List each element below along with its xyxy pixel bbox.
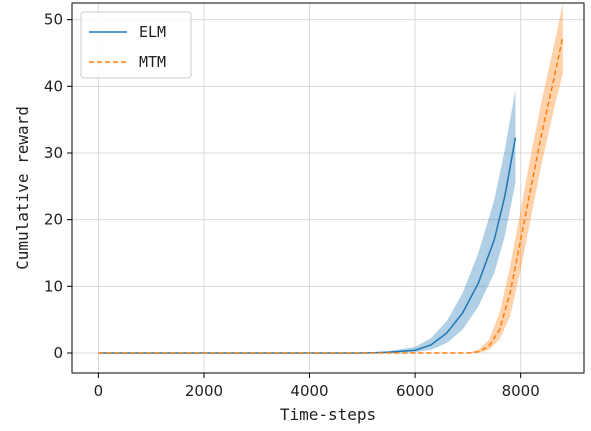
x-axis-title: Time-steps [280, 405, 376, 424]
x-tick-label: 8000 [502, 382, 540, 400]
x-tick-label: 6000 [396, 382, 434, 400]
y-tick-label: 40 [44, 77, 63, 95]
x-tick-label: 0 [94, 382, 104, 400]
legend-label-elm: ELM [139, 23, 166, 41]
line-mtm [98, 36, 564, 354]
y-axis-title: Cumulative reward [13, 106, 32, 270]
y-tick-label: 0 [53, 344, 63, 362]
legend: ELM MTM [80, 11, 192, 79]
x-axis-ticks: 0 2000 4000 6000 8000 [94, 373, 540, 400]
y-tick-label: 10 [44, 277, 63, 295]
y-tick-label: 50 [44, 11, 63, 29]
grid [72, 3, 584, 373]
legend-label-mtm: MTM [139, 53, 166, 71]
y-tick-label: 30 [44, 144, 63, 162]
x-tick-label: 4000 [290, 382, 328, 400]
y-axis-ticks: 0 10 20 30 40 50 [44, 11, 72, 362]
plot-frame [71, 2, 585, 374]
legend-box [80, 11, 192, 79]
x-tick-label: 2000 [185, 382, 223, 400]
series-lines [98, 36, 564, 354]
y-tick-label: 20 [44, 211, 63, 229]
